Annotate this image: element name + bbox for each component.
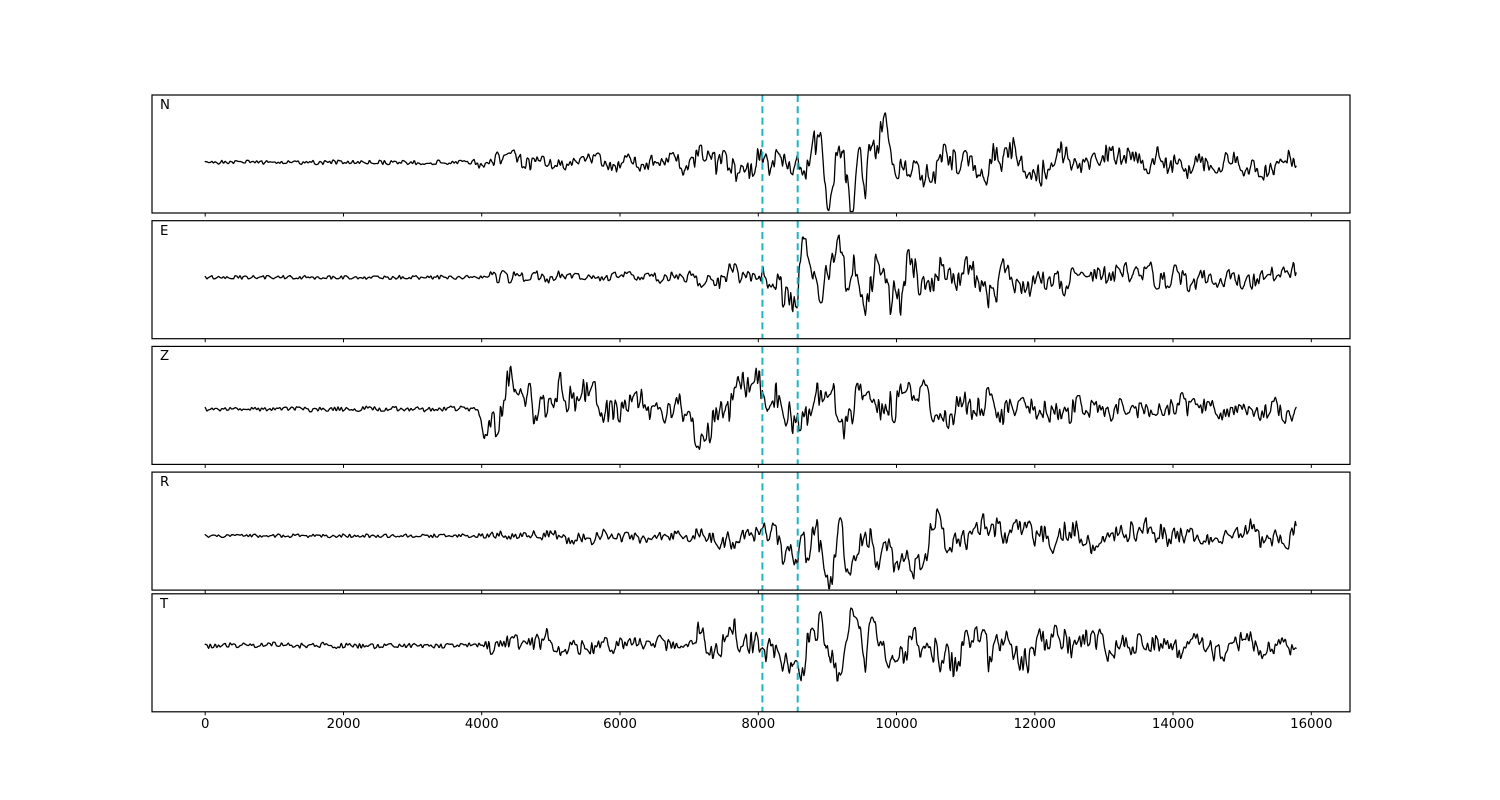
trace-N xyxy=(204,112,1297,213)
panel-Z xyxy=(151,345,1351,468)
trace-Z xyxy=(204,365,1297,450)
panel-E xyxy=(151,220,1351,343)
trace-E xyxy=(204,234,1297,316)
panel-T xyxy=(151,593,1351,716)
panel-frame xyxy=(151,220,1351,340)
panel-frame xyxy=(151,345,1351,465)
panel-N xyxy=(151,94,1351,217)
trace-T xyxy=(204,607,1297,682)
panel-frame xyxy=(151,94,1351,214)
trace-R xyxy=(204,508,1297,590)
panel-frame xyxy=(151,593,1351,713)
panel-R xyxy=(151,471,1351,594)
panel-frame xyxy=(151,471,1351,591)
